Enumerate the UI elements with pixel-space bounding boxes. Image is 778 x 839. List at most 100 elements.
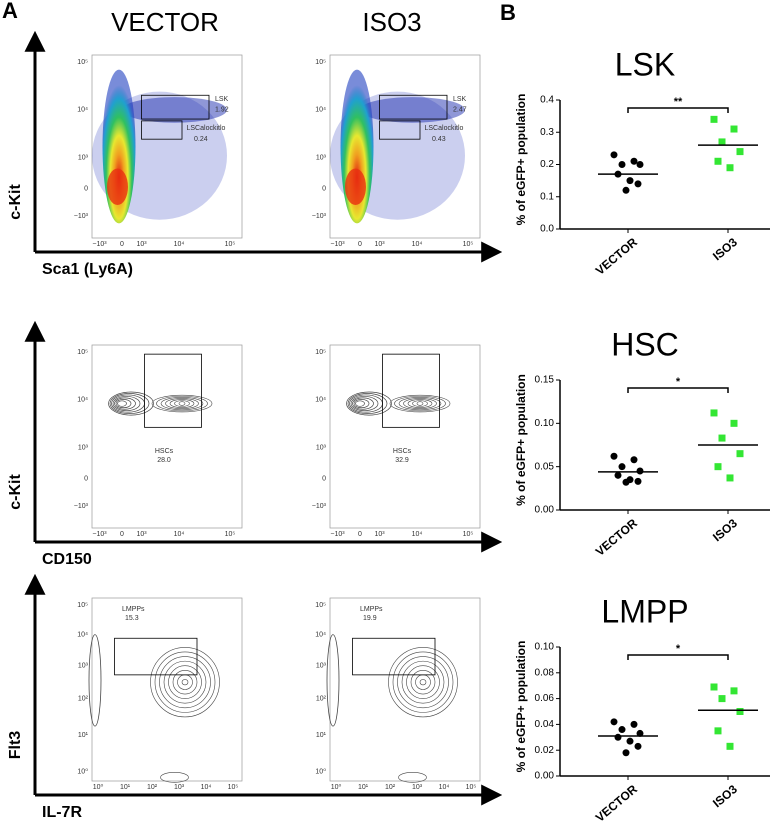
flow-tick-label: 10³ [174, 784, 185, 791]
x-tick-label: ISO3 [710, 516, 740, 545]
contour [406, 665, 440, 699]
contour [398, 397, 442, 411]
point [618, 726, 626, 734]
flow-tick-label: 10⁴ [174, 531, 185, 538]
flow-tick-label: 10⁴ [201, 784, 212, 791]
flow-tick-label: 10⁵ [77, 349, 88, 356]
contour [394, 395, 446, 412]
point [726, 164, 734, 172]
gate-name: LMPPs [122, 606, 145, 613]
axis-label: Sca1 (Ly6A) [42, 261, 133, 278]
y-tick-label: 0.10 [535, 418, 555, 429]
gate-name: HSCs [393, 448, 412, 455]
y-tick-label: 0.08 [535, 667, 555, 678]
flow-tick-label: 10⁴ [77, 631, 88, 638]
point [614, 733, 622, 741]
point [726, 742, 734, 750]
flow-tick-label: 10⁴ [174, 241, 185, 248]
flow-tick-label: 10⁴ [439, 784, 450, 791]
flow-tick-label: −10³ [312, 213, 327, 220]
flow-tick-label: 10⁵ [228, 784, 239, 791]
y-axis-label: % of eGFP+ population [514, 641, 528, 773]
point [730, 419, 738, 427]
gate-value: 28.0 [157, 457, 171, 464]
contour [412, 400, 428, 407]
flow-tick-label: 10² [316, 695, 327, 702]
plot-frame [329, 597, 481, 782]
point [730, 687, 738, 695]
gate-value: 0.24 [194, 136, 208, 143]
gate-name: LSCalockitlo [187, 125, 226, 132]
point [736, 450, 744, 458]
point [614, 471, 622, 479]
x-tick-label: ISO3 [710, 782, 740, 811]
flow-tick-label: 10³ [78, 444, 89, 451]
significance-label: ** [674, 96, 683, 108]
contour [349, 394, 383, 413]
flow-tick-label: 10⁴ [315, 397, 326, 404]
gate [141, 120, 183, 140]
contour [112, 396, 141, 412]
point [710, 409, 718, 417]
flow-plot [346, 391, 451, 416]
x-tick-label: VECTOR [593, 235, 640, 278]
contour [163, 660, 207, 704]
gate [144, 353, 202, 428]
contour [88, 634, 102, 727]
contour [114, 397, 136, 410]
flow-tick-label: 10⁴ [77, 397, 88, 404]
contour [392, 651, 454, 713]
chart-title: LMPP [601, 593, 688, 629]
flow-tick-label: −10³ [74, 503, 89, 510]
flow-tick-label: 10⁵ [315, 59, 326, 66]
plot-frame [329, 344, 481, 529]
flow-tick-label: 0 [84, 475, 88, 482]
flow-tick-label: 10⁴ [77, 107, 88, 114]
density [345, 168, 366, 206]
flow-tick-label: −10³ [92, 531, 107, 538]
flow-tick-label: −10³ [74, 213, 89, 220]
contour [111, 394, 145, 413]
contour [160, 397, 204, 411]
gate-value: 19.9 [363, 615, 377, 622]
flow-tick-label: 10³ [374, 241, 385, 248]
flow-tick-label: 10¹ [358, 784, 369, 791]
flow-tick-label: 10³ [136, 531, 147, 538]
flow-tick-label: 10⁰ [77, 768, 88, 776]
flow-tick-label: 10⁰ [331, 783, 342, 791]
point [630, 720, 638, 728]
contour [177, 674, 193, 690]
column-title: VECTOR [111, 7, 219, 37]
contour [403, 398, 437, 409]
significance-label: * [676, 643, 681, 655]
density [107, 168, 128, 206]
x-tick-label: ISO3 [710, 235, 740, 264]
column-title: ISO3 [362, 7, 421, 37]
contour [156, 395, 208, 412]
gate-name: LMPPs [360, 606, 383, 613]
flow-plot [108, 391, 213, 416]
gate-name: HSCs [155, 448, 174, 455]
point [622, 749, 630, 757]
flow-tick-label: 10⁵ [315, 602, 326, 609]
contour [398, 772, 427, 783]
contour [355, 400, 365, 407]
contour [401, 660, 445, 704]
y-tick-label: 0.02 [535, 745, 555, 756]
y-tick-label: 0.1 [540, 191, 554, 202]
flow-tick-label: 10¹ [316, 732, 327, 739]
y-tick-label: 0.2 [540, 159, 554, 170]
contour [415, 674, 431, 690]
contour [168, 665, 202, 699]
flow-tick-label: 10⁰ [315, 768, 326, 776]
contour [397, 656, 449, 709]
point [610, 452, 618, 460]
flow-tick-label: −10³ [92, 241, 107, 248]
significance-label: * [676, 376, 681, 388]
significance-bracket [627, 654, 729, 660]
axis-label: Flt3 [7, 731, 24, 760]
flow-tick-label: 0 [120, 241, 124, 248]
flow-tick-label: 10² [78, 695, 89, 702]
significance-bracket [627, 107, 729, 113]
point [636, 729, 644, 737]
